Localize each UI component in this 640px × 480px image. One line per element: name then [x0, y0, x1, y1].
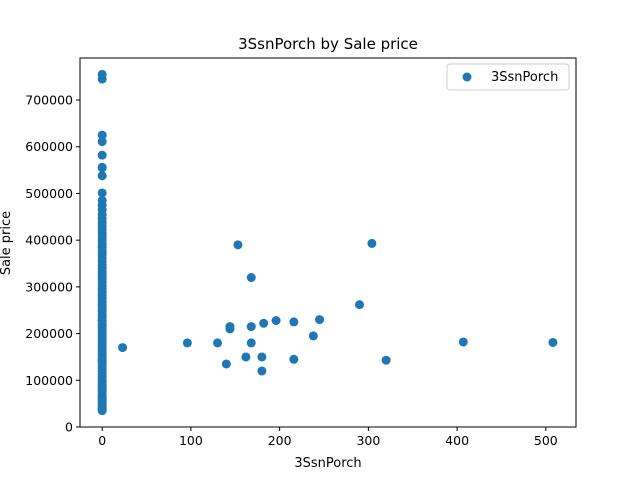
- data-point: [97, 406, 107, 416]
- data-point: [182, 338, 192, 348]
- y-tick-label: 0: [65, 420, 73, 435]
- data-point: [246, 338, 256, 348]
- data-point: [213, 338, 223, 348]
- x-tick-label: 100: [179, 433, 203, 448]
- data-point: [97, 356, 107, 366]
- data-point: [97, 316, 107, 325]
- y-axis-ticks: 0 100000 200000 300000 400000 500000 600000 700…: [25, 93, 80, 435]
- y-tick-label: 600000: [25, 139, 73, 154]
- legend-marker: [462, 72, 472, 82]
- x-tick-label: 200: [268, 433, 292, 448]
- data-point: [221, 359, 231, 369]
- x-tick-label: 0: [98, 433, 106, 448]
- data-point: [257, 366, 267, 376]
- y-tick-label: 400000: [25, 233, 73, 248]
- data-point: [97, 74, 107, 84]
- data-point: [97, 150, 107, 160]
- data-point: [97, 130, 107, 140]
- x-tick-label: 500: [534, 433, 558, 448]
- data-point: [271, 316, 281, 325]
- data-point: [97, 380, 107, 390]
- data-point: [97, 188, 107, 198]
- data-points: [97, 69, 558, 416]
- y-tick-label: 200000: [25, 326, 73, 341]
- data-point: [259, 318, 269, 328]
- y-tick-label: 100000: [25, 373, 73, 388]
- plot-area-frame: [79, 57, 577, 428]
- data-point: [315, 315, 325, 325]
- data-point: [367, 238, 377, 248]
- data-point: [355, 300, 364, 310]
- data-point: [257, 352, 267, 362]
- data-point: [381, 355, 391, 365]
- y-tick-label: 500000: [25, 186, 73, 201]
- x-axis-label: 3SsnPorch: [294, 456, 361, 471]
- data-point: [289, 354, 299, 364]
- x-tick-label: 400: [445, 433, 469, 448]
- data-point: [548, 337, 558, 347]
- x-axis-ticks: 0 100 200 300 400 500: [98, 427, 558, 448]
- data-point: [308, 331, 318, 341]
- x-tick-label: 300: [356, 433, 380, 448]
- data-point: [97, 163, 107, 173]
- y-tick-label: 300000: [25, 279, 73, 294]
- data-point: [246, 273, 256, 283]
- data-point: [233, 240, 243, 250]
- data-point: [97, 137, 107, 147]
- data-point: [289, 317, 299, 327]
- y-tick-label: 700000: [25, 93, 73, 108]
- legend-entry-label: 3SsnPorch: [491, 70, 558, 85]
- data-point: [241, 352, 251, 362]
- chart-title: 3SsnPorch by Sale price: [238, 35, 418, 53]
- data-point: [118, 343, 128, 353]
- legend-box: [446, 63, 570, 91]
- data-point: [246, 322, 256, 332]
- legend: 3SsnPorch: [446, 63, 570, 91]
- data-point: [97, 394, 107, 404]
- data-point: [97, 171, 107, 181]
- data-point: [458, 337, 468, 347]
- y-axis-label: Sale price: [0, 211, 14, 275]
- data-point: [225, 324, 235, 334]
